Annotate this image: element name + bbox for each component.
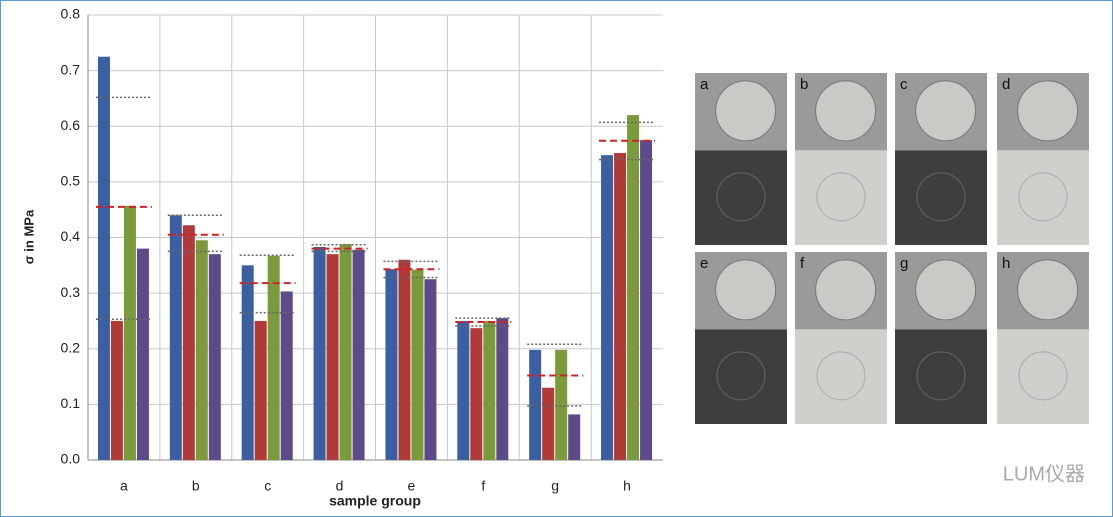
- bar: [555, 350, 567, 460]
- photo-label: c: [900, 76, 908, 93]
- photo-label: g: [900, 255, 908, 272]
- bar: [542, 388, 554, 460]
- bar: [424, 279, 436, 460]
- bar: [398, 260, 410, 460]
- figure: σ in MPa sample group a b c d e f g h LUM仪器 0.0…: [0, 0, 1113, 517]
- y-tick-label: 0.1: [61, 395, 81, 411]
- photo-label: a: [700, 76, 709, 93]
- x-tick-label: a: [120, 478, 128, 494]
- bar: [601, 155, 613, 460]
- bar: [529, 350, 541, 460]
- photo-bottom: [695, 329, 787, 424]
- y-tick-label: 0.7: [61, 61, 81, 77]
- bar: [183, 225, 195, 460]
- y-tick-label: 0.0: [61, 451, 81, 467]
- bar: [614, 153, 626, 460]
- bar: [124, 206, 136, 460]
- photo-sample: [1018, 260, 1078, 320]
- bar: [568, 414, 580, 460]
- bar: [627, 115, 639, 460]
- photo-label: b: [800, 76, 808, 93]
- bar: [137, 249, 149, 460]
- bar: [411, 270, 423, 460]
- x-tick-label: b: [192, 478, 200, 494]
- x-tick-label: h: [623, 478, 631, 494]
- bar: [457, 321, 469, 460]
- photo-sample: [716, 81, 776, 141]
- photo-sample: [816, 81, 876, 141]
- bar: [327, 254, 339, 460]
- photo-label: e: [700, 255, 708, 272]
- photo-bottom: [795, 150, 887, 245]
- photo-sample: [916, 81, 976, 141]
- bar: [242, 265, 254, 460]
- x-tick-label: g: [551, 478, 559, 494]
- bar: [196, 240, 208, 460]
- y-tick-label: 0.5: [61, 173, 81, 189]
- photo-bottom: [895, 329, 987, 424]
- y-tick-label: 0.3: [61, 284, 81, 300]
- photo-sample: [1018, 81, 1078, 141]
- bar: [385, 269, 397, 460]
- photo-bottom: [997, 329, 1089, 424]
- bar: [268, 256, 280, 460]
- bar: [470, 328, 482, 460]
- bar: [340, 244, 352, 460]
- photo-bottom: [795, 329, 887, 424]
- bar: [111, 321, 123, 460]
- bar: [255, 321, 267, 460]
- photo-sample: [916, 260, 976, 320]
- x-axis-label: sample group: [329, 493, 421, 509]
- photo-bottom: [895, 150, 987, 245]
- x-tick-label: c: [264, 478, 271, 494]
- photo-label: h: [1002, 255, 1010, 272]
- bar: [209, 254, 221, 460]
- bar: [98, 57, 110, 460]
- bar: [353, 250, 365, 460]
- y-tick-label: 0.4: [61, 228, 81, 244]
- photo-bottom: [695, 150, 787, 245]
- photo-label: d: [1002, 76, 1010, 93]
- watermark: LUM仪器: [1003, 463, 1085, 485]
- y-axis-label: σ in MPa: [21, 209, 36, 264]
- photo-sample: [816, 260, 876, 320]
- bar: [496, 318, 508, 460]
- x-tick-label: e: [408, 478, 416, 494]
- photo-sample: [716, 260, 776, 320]
- bar: [640, 140, 652, 460]
- photo-bottom: [997, 150, 1089, 245]
- bar: [483, 321, 495, 460]
- bar: [281, 291, 293, 460]
- y-tick-label: 0.8: [61, 6, 81, 22]
- bar: [314, 247, 326, 460]
- x-tick-label: d: [336, 478, 344, 494]
- x-tick-label: f: [481, 478, 485, 494]
- y-tick-label: 0.6: [61, 117, 81, 133]
- y-tick-label: 0.2: [61, 339, 81, 355]
